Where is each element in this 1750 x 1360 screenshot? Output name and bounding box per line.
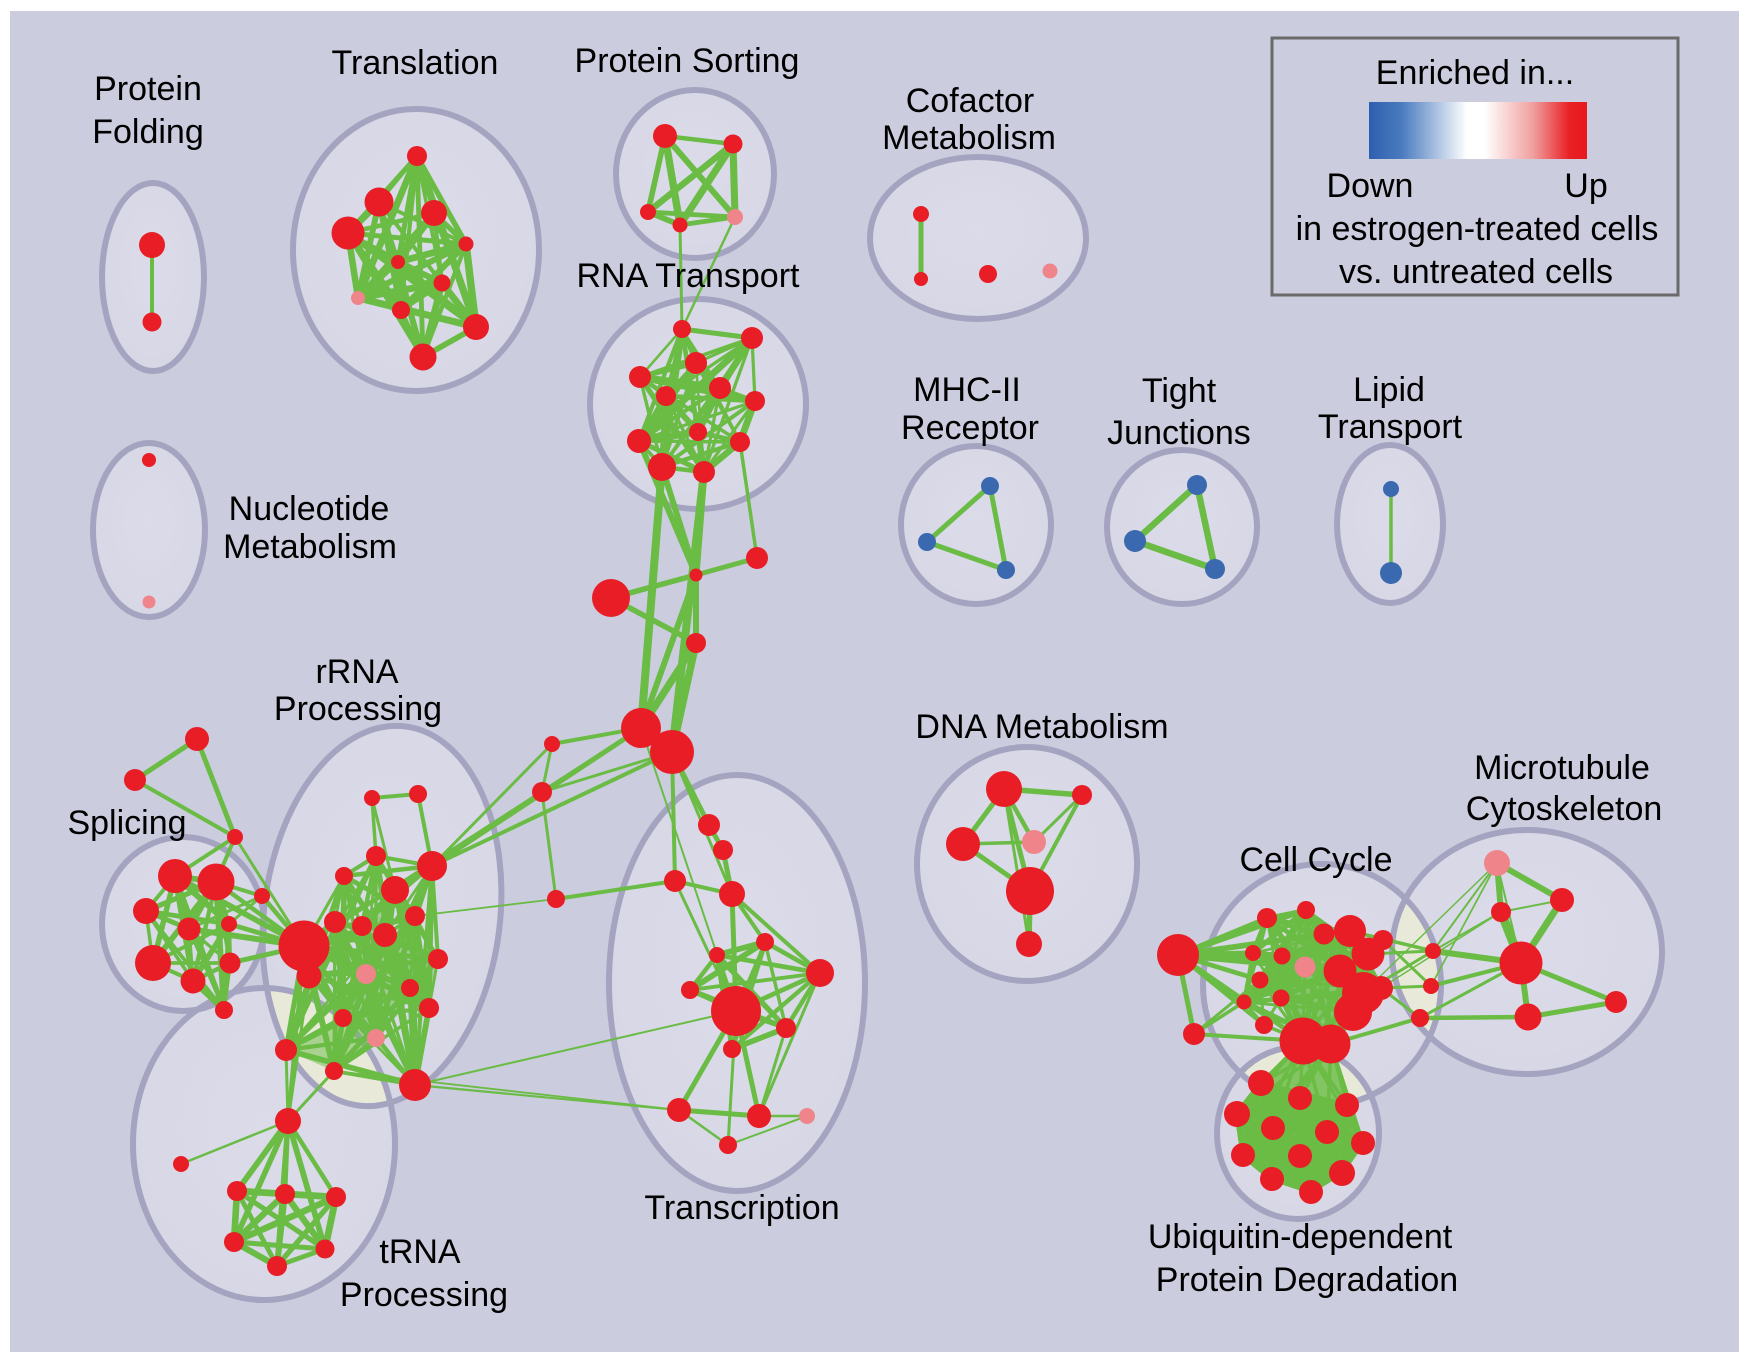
svg-text:Ubiquitin-dependent: Ubiquitin-dependent xyxy=(1148,1218,1453,1256)
svg-text:DNA Metabolism: DNA Metabolism xyxy=(915,708,1168,746)
svg-text:Enriched in...: Enriched in... xyxy=(1376,54,1574,92)
svg-text:Lipid: Lipid xyxy=(1353,371,1425,409)
svg-text:Transcription: Transcription xyxy=(644,1189,839,1227)
svg-text:Cytoskeleton: Cytoskeleton xyxy=(1466,790,1663,828)
svg-text:Cofactor: Cofactor xyxy=(906,82,1035,120)
svg-text:Down: Down xyxy=(1327,167,1414,205)
svg-text:Transport: Transport xyxy=(1318,408,1463,446)
svg-text:Microtubule: Microtubule xyxy=(1474,749,1650,787)
svg-text:rRNA: rRNA xyxy=(315,653,398,691)
svg-text:vs. untreated cells: vs. untreated cells xyxy=(1339,253,1613,291)
svg-text:Splicing: Splicing xyxy=(67,804,186,842)
svg-text:Protein Degradation: Protein Degradation xyxy=(1156,1261,1458,1299)
svg-text:Metabolism: Metabolism xyxy=(223,528,397,566)
svg-text:Processing: Processing xyxy=(274,690,442,728)
svg-text:MHC-II: MHC-II xyxy=(913,371,1021,409)
svg-text:Up: Up xyxy=(1564,167,1607,205)
svg-text:Tight: Tight xyxy=(1142,372,1217,410)
svg-text:Junctions: Junctions xyxy=(1107,414,1251,452)
svg-text:Metabolism: Metabolism xyxy=(882,119,1056,157)
svg-text:Nucleotide: Nucleotide xyxy=(229,490,390,528)
svg-text:tRNA: tRNA xyxy=(379,1233,461,1271)
svg-text:Receptor: Receptor xyxy=(901,409,1039,447)
svg-text:RNA Transport: RNA Transport xyxy=(577,257,801,295)
svg-text:in estrogen-treated cells: in estrogen-treated cells xyxy=(1296,210,1659,248)
svg-text:Folding: Folding xyxy=(92,113,204,151)
svg-text:Protein Sorting: Protein Sorting xyxy=(575,42,800,80)
svg-text:Processing: Processing xyxy=(340,1276,508,1314)
svg-text:Protein: Protein xyxy=(94,70,202,108)
svg-text:Translation: Translation xyxy=(332,44,499,82)
svg-text:Cell Cycle: Cell Cycle xyxy=(1239,841,1392,879)
